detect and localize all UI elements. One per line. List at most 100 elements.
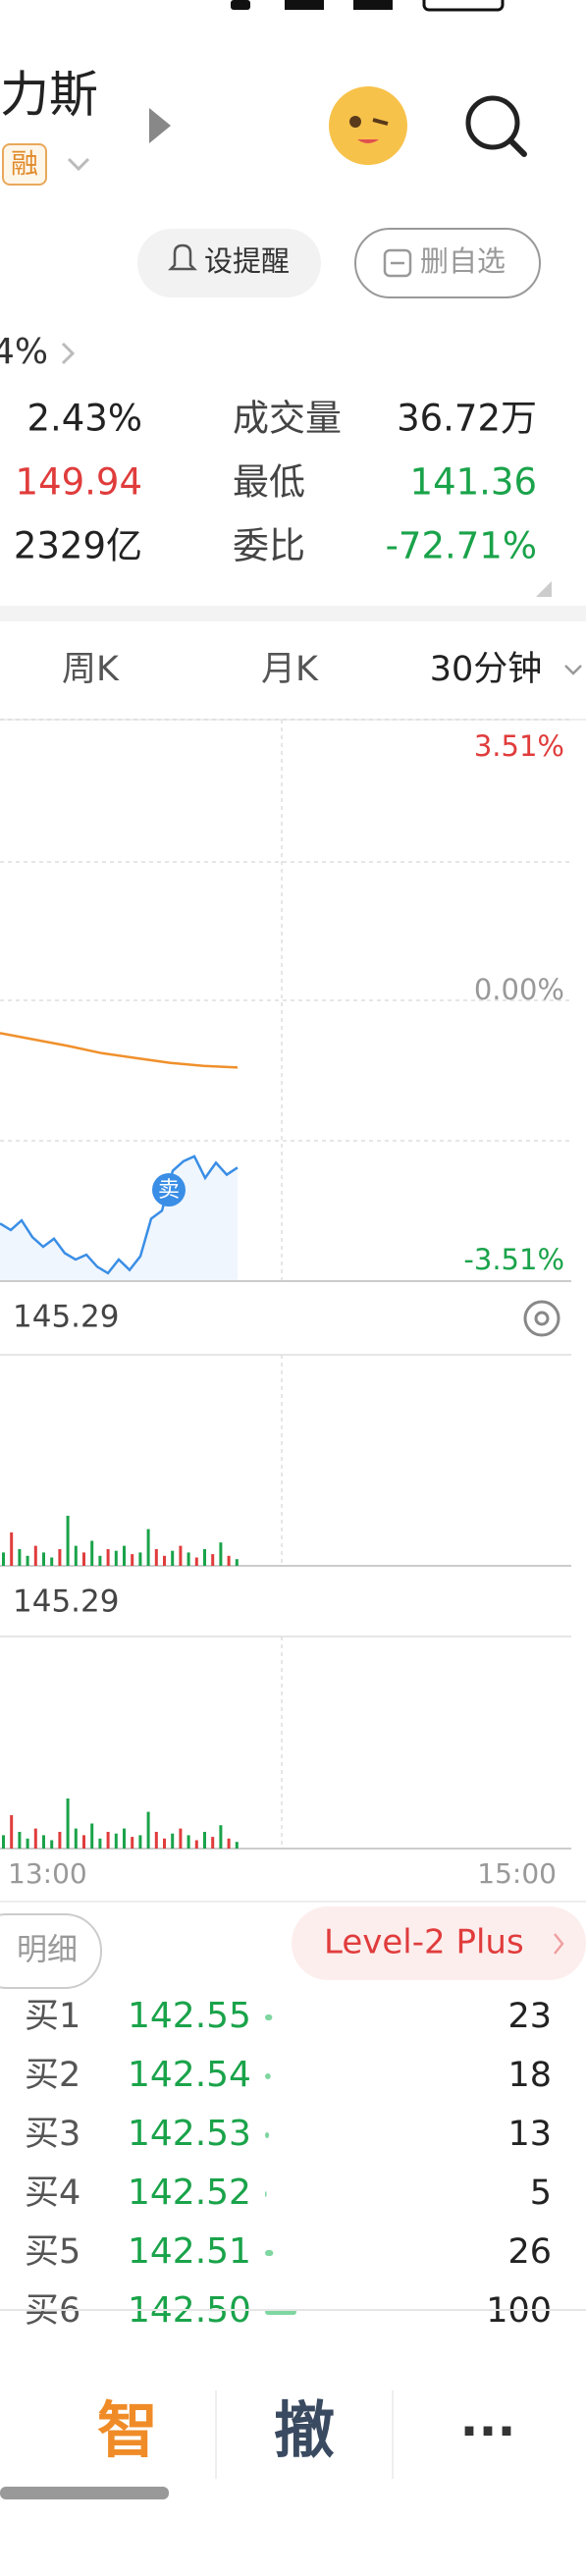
average-line <box>0 1032 239 1069</box>
volume-bar <box>163 1555 166 1566</box>
book-volume-bar <box>265 2014 273 2020</box>
volume-bar <box>138 1835 142 1849</box>
stats: 2.43% 成交量 36.72万 149.94 最低 141.36 2329亿 委比 -72.7… <box>14 398 537 567</box>
book-volume-bar <box>265 2132 270 2138</box>
volume-bar <box>33 1545 37 1566</box>
minus-icon <box>383 248 412 278</box>
volume-bar <box>74 1545 78 1566</box>
book-price: 142.51 <box>128 2231 251 2272</box>
book-volume: 5 <box>530 2174 552 2213</box>
stat-value: -72.71% <box>386 525 537 567</box>
volume-bar <box>163 1838 166 1849</box>
bottom-nav: 智 撤 ··· <box>97 2394 516 2466</box>
separator <box>0 606 586 621</box>
volume-panels: 145.29 145.29 <box>2 1300 239 1849</box>
volume-bar <box>82 1552 85 1566</box>
volume-bar <box>10 1815 14 1849</box>
volume-bar <box>123 1828 126 1849</box>
stat-value: 2.43% <box>27 398 142 440</box>
remove-text[interactable]: 删自选 <box>420 244 506 278</box>
level2-button[interactable] <box>292 1906 586 1980</box>
play-icon[interactable] <box>149 108 171 143</box>
time-label: 15:00 <box>477 1857 557 1890</box>
volume-bar <box>203 1549 206 1566</box>
book-volume-bar <box>265 2250 274 2256</box>
search-icon[interactable] <box>465 95 520 150</box>
stat-value: 149.94 <box>16 461 142 504</box>
trade-marker-text: 卖 <box>158 1178 180 1203</box>
volume-bar <box>235 1842 239 1849</box>
y-tick-label: 0.00% <box>474 973 564 1006</box>
volume-bar <box>131 1554 134 1566</box>
nav-item[interactable]: 撤 <box>274 2394 335 2466</box>
home-indicator <box>0 2487 169 2499</box>
volume-bar <box>2 1835 5 1849</box>
mascot-eye <box>349 116 361 128</box>
book-side: 买5 <box>25 2232 80 2272</box>
volume-bar <box>18 1549 22 1566</box>
chevron[interactable] <box>564 665 582 675</box>
level2-text[interactable]: Level-2 Plus <box>324 1923 524 1962</box>
tabs: 周K 月K 30分钟 <box>62 650 542 689</box>
tab[interactable]: 月K <box>261 650 319 689</box>
badge <box>2 143 47 186</box>
volume-bar <box>179 1545 183 1566</box>
stat-value: 36.72万 <box>397 398 537 440</box>
volume-bar <box>114 1833 118 1849</box>
volume-bar <box>179 1828 183 1849</box>
price-line <box>0 1154 239 1275</box>
volume-bar <box>106 1832 110 1849</box>
volume-bar <box>194 1557 198 1566</box>
search-icon <box>507 137 527 157</box>
settings-icon <box>534 1311 550 1326</box>
book-price: 142.54 <box>128 2055 251 2095</box>
badge-text: 融 <box>11 147 38 180</box>
volume-bar <box>58 1549 62 1566</box>
volume-bar <box>26 1555 29 1566</box>
volume-bar <box>90 1823 94 1849</box>
volume-bar <box>123 1545 126 1566</box>
volume-bar <box>186 1835 190 1849</box>
volume-bar <box>235 1559 239 1566</box>
book-volume: 26 <box>507 2232 552 2272</box>
tab[interactable]: 周K <box>62 650 120 689</box>
y-tick-label: -3.51% <box>463 1243 564 1276</box>
volume-label: 145.29 <box>13 1300 119 1335</box>
mascot[interactable] <box>329 86 407 165</box>
volume-bar <box>33 1828 37 1849</box>
book-volume-bar <box>265 2191 267 2197</box>
chevron[interactable] <box>67 157 90 172</box>
volume-bar <box>203 1832 206 1849</box>
nav-item[interactable]: ··· <box>460 2403 516 2460</box>
book-volume-bar <box>265 2073 271 2079</box>
book-volume: 23 <box>507 1997 552 2036</box>
book-side: 买4 <box>25 2174 80 2213</box>
book-volume: 18 <box>507 2056 552 2095</box>
tab[interactable]: 30分钟 <box>430 650 543 689</box>
volume-bar <box>219 1542 223 1566</box>
chevron[interactable] <box>61 342 76 365</box>
volume-bar <box>50 1840 54 1849</box>
settings-icon[interactable] <box>523 1300 560 1337</box>
volume-bar <box>114 1550 118 1566</box>
book-price: 142.53 <box>128 2114 251 2154</box>
order-book: 买1 142.55 23 买2 142.54 18 买3 142.53 13 买4 142.52 5 买… <box>25 1996 552 2331</box>
remind-text[interactable]: 设提醒 <box>204 244 290 278</box>
trade-marker <box>152 1173 186 1207</box>
detail-text[interactable]: 明细 <box>17 1933 78 1968</box>
volume-bar <box>42 1552 45 1566</box>
battery <box>422 0 505 12</box>
volume-bar <box>66 1516 70 1566</box>
volume-bar <box>186 1552 190 1566</box>
detail-button[interactable] <box>0 1913 102 1989</box>
book-side: 买1 <box>25 1997 80 2036</box>
volume-bar <box>98 1838 102 1849</box>
book-side: 买3 <box>25 2115 80 2154</box>
volume-bar <box>211 1554 215 1566</box>
remove-button[interactable] <box>354 228 541 298</box>
volume-bar <box>26 1838 29 1849</box>
volume-bar <box>219 1825 223 1849</box>
nav-item[interactable]: 智 <box>97 2394 158 2466</box>
book-price: 142.55 <box>128 1996 251 2036</box>
